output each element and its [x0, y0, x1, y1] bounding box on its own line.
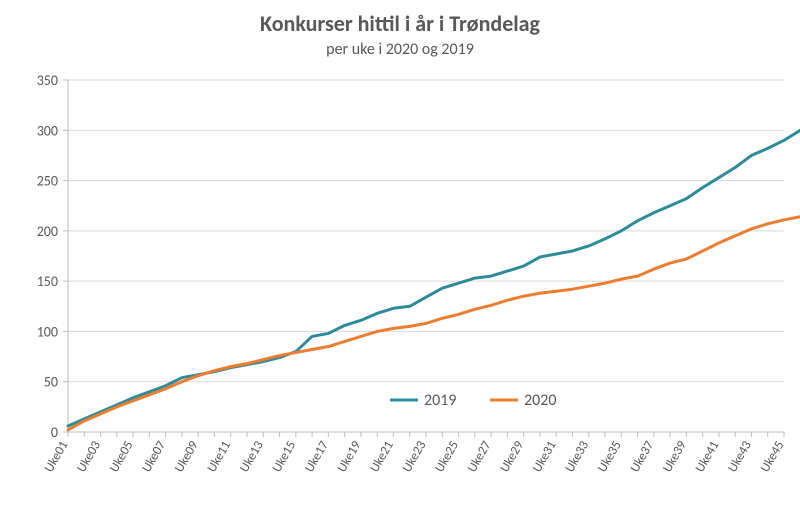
x-tick-label: Uke01: [42, 439, 72, 475]
x-tick-label: Uke11: [204, 439, 234, 475]
y-tick-label: 50: [44, 374, 58, 391]
x-tick-label: Uke19: [335, 438, 365, 475]
legend-label: 2020: [524, 391, 556, 410]
y-tick-label: 250: [37, 173, 58, 190]
y-tick-label: 100: [37, 323, 58, 340]
x-tick-label: Uke39: [660, 438, 690, 475]
x-tick-label: Uke03: [74, 438, 104, 475]
y-tick-label: 200: [37, 223, 58, 240]
chart-svg: 050100150200250300350Uke01Uke03Uke05Uke0…: [0, 0, 800, 518]
y-tick-label: 350: [37, 72, 58, 89]
x-tick-label: Uke41: [693, 439, 723, 475]
x-tick-label: Uke09: [172, 438, 202, 475]
x-tick-label: Uke45: [758, 439, 788, 475]
x-tick-label: Uke07: [139, 438, 169, 475]
series-2019: [68, 123, 800, 426]
x-tick-label: Uke37: [628, 438, 658, 475]
x-tick-label: Uke17: [302, 438, 332, 475]
x-tick-label: Uke29: [497, 438, 527, 475]
x-tick-label: Uke35: [595, 439, 625, 475]
x-tick-label: Uke25: [432, 439, 462, 475]
x-tick-label: Uke15: [270, 439, 300, 475]
x-tick-label: Uke27: [465, 438, 495, 475]
legend-label: 2019: [424, 391, 456, 410]
x-tick-label: Uke43: [725, 438, 755, 475]
y-tick-label: 0: [51, 424, 58, 441]
y-tick-label: 300: [37, 122, 58, 139]
y-tick-label: 150: [37, 273, 58, 290]
x-tick-label: Uke31: [530, 439, 560, 475]
x-tick-label: Uke05: [107, 439, 137, 475]
x-tick-label: Uke33: [562, 438, 592, 475]
line-chart: Konkurser hittil i år i Trøndelag per uk…: [0, 0, 800, 518]
x-tick-label: Uke13: [237, 438, 267, 475]
x-tick-label: Uke23: [400, 438, 430, 475]
x-tick-label: Uke21: [367, 439, 397, 475]
